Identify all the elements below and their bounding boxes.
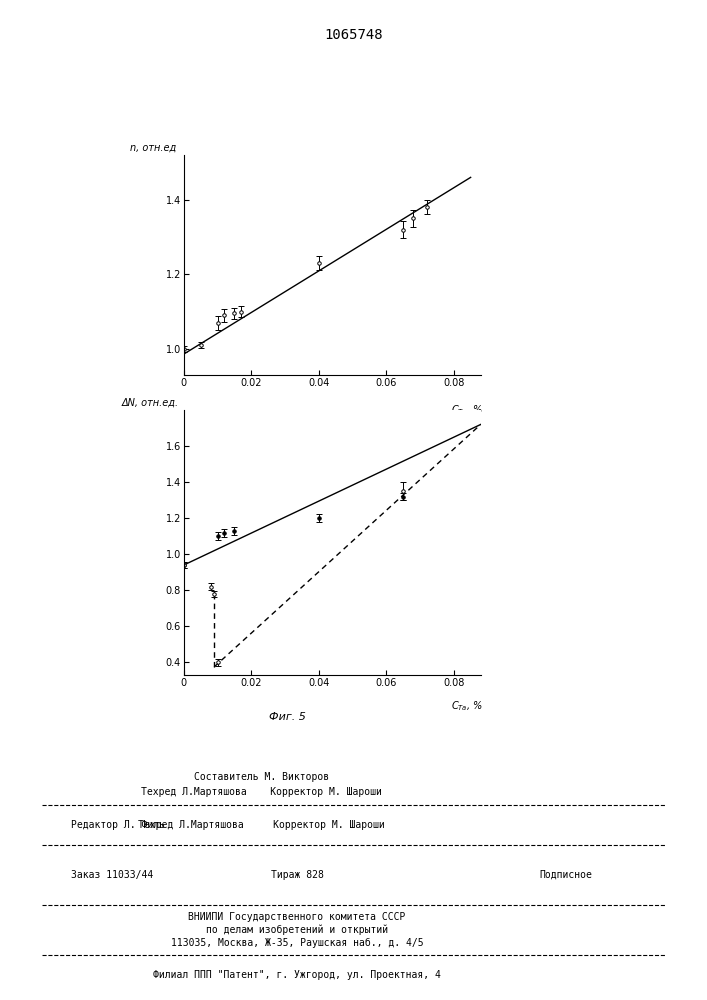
Text: Тираж 828: Тираж 828 [271,870,323,880]
Text: 1065748: 1065748 [325,28,382,42]
Text: Составитель М. Викторов: Составитель М. Викторов [194,772,329,782]
Text: 113035, Москва, Ж-35, Раушская наб., д. 4/5: 113035, Москва, Ж-35, Раушская наб., д. … [170,938,423,948]
Text: n, отн.ед: n, отн.ед [130,143,177,153]
Text: Фиг. 5: Фиг. 5 [269,712,306,722]
Text: ВНИИПИ Государственного комитета СССР: ВНИИПИ Государственного комитета СССР [188,912,406,922]
Text: по делам изобретений и открытий: по делам изобретений и открытий [206,925,388,935]
Text: $C_{Ta}$, %: $C_{Ta}$, % [451,699,483,713]
Text: ΔN, отн.ед.: ΔN, отн.ед. [122,397,179,407]
Text: Техред Л.Мартяшова     Корректор М. Шароши: Техред Л.Мартяшова Корректор М. Шароши [138,820,385,830]
Text: $C_{Ta}$, %: $C_{Ta}$, % [451,404,483,417]
Text: Подписное: Подписное [539,870,592,880]
Text: Филиал ППП "Патент", г. Ужгород, ул. Проектная, 4: Филиал ППП "Патент", г. Ужгород, ул. Про… [153,970,441,980]
Text: Техред Л.Мартяшова    Корректор М. Шароши: Техред Л.Мартяшова Корректор М. Шароши [141,787,382,797]
Text: Редактор Л. Филь: Редактор Л. Филь [71,820,165,830]
Text: Фиг. 4: Фиг. 4 [299,445,336,455]
Text: Заказ 11033/44: Заказ 11033/44 [71,870,153,880]
